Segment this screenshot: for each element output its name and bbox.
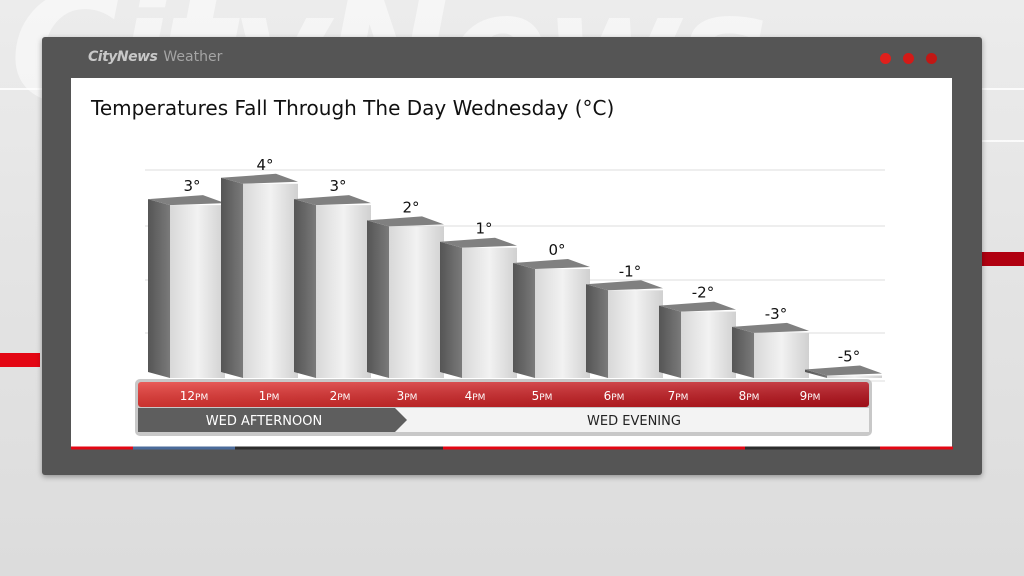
- window-titlebar: CityNews Weather: [42, 37, 982, 78]
- bar: 0°: [513, 241, 590, 378]
- bar-front: [681, 311, 736, 378]
- bar-front: [462, 247, 517, 378]
- x-tick-label: 8PM: [739, 389, 760, 403]
- x-tick-label: 9PM: [800, 389, 821, 403]
- period-arrow-afternoon: [138, 408, 407, 432]
- data-label: 1°: [475, 220, 492, 238]
- bar-top: [805, 365, 882, 376]
- bar-side: [805, 369, 827, 378]
- bar-front: [389, 226, 444, 378]
- brand-section: Weather: [163, 49, 223, 65]
- background-accent-left: [0, 353, 40, 367]
- x-tick-label: 12PM: [180, 389, 208, 403]
- bar: -2°: [659, 284, 736, 378]
- bar-front: [535, 269, 590, 378]
- window-dot-1[interactable]: [880, 53, 891, 64]
- period-label-afternoon: WED AFTERNOON: [206, 414, 322, 429]
- bar-top: [294, 195, 371, 206]
- bar: 2°: [367, 198, 444, 378]
- bar-top: [367, 216, 444, 227]
- data-label: -3°: [765, 305, 787, 323]
- bar-front: [170, 205, 225, 378]
- bar-side: [148, 199, 170, 378]
- data-label: 2°: [402, 198, 419, 216]
- bar: -1°: [586, 262, 663, 378]
- bar-top: [440, 237, 517, 248]
- bar-side: [440, 241, 462, 378]
- data-label: -5°: [838, 348, 860, 366]
- period-label-evening: WED EVENING: [587, 414, 681, 429]
- data-label: 4°: [256, 156, 273, 174]
- bar-front: [243, 183, 298, 378]
- x-tick-label: 2PM: [330, 389, 351, 403]
- bar-series: 3° 4° 3° 2° 1° 0° -1° -2° -3° -5°: [148, 156, 882, 378]
- bar: 3°: [294, 177, 371, 378]
- bar-front: [827, 375, 882, 378]
- bar-side: [586, 284, 608, 378]
- brand-name: CityNews: [88, 49, 158, 65]
- x-tick-label: 6PM: [604, 389, 625, 403]
- bar-side: [732, 326, 754, 378]
- x-tick-label: 3PM: [397, 389, 418, 403]
- bar-top: [586, 280, 663, 291]
- chart-title: Temperatures Fall Through The Day Wednes…: [91, 96, 615, 120]
- bar-top: [659, 301, 736, 312]
- bar-side: [659, 305, 681, 378]
- period-band: WED AFTERNOON WED EVENING: [138, 408, 869, 432]
- brand-logo: CityNews Weather: [88, 49, 222, 65]
- x-tick-label: 7PM: [668, 389, 689, 403]
- bar: -3°: [732, 305, 809, 378]
- bar-top: [221, 173, 298, 184]
- bar: 1°: [440, 220, 517, 378]
- data-label: -2°: [692, 284, 714, 302]
- bar: 3°: [148, 177, 225, 378]
- bar-side: [513, 263, 535, 378]
- bar: 4°: [221, 156, 298, 378]
- x-tick-label: 1PM: [259, 389, 280, 403]
- data-label: 3°: [329, 177, 346, 195]
- axis-band-shade: [138, 382, 869, 407]
- data-label: 3°: [183, 177, 200, 195]
- bar-side: [294, 199, 316, 378]
- bar: -5°: [805, 348, 882, 378]
- window-dot-2[interactable]: [903, 53, 914, 64]
- x-tick-label: 4PM: [465, 389, 486, 403]
- data-label: -1°: [619, 262, 641, 280]
- bar-front: [316, 205, 371, 378]
- data-label: 0°: [548, 241, 565, 259]
- bar-side: [221, 177, 243, 378]
- bar-top: [513, 259, 590, 269]
- x-tick-label: 5PM: [532, 389, 553, 403]
- bar-top: [732, 322, 809, 333]
- bar-top: [148, 195, 225, 206]
- bar-front: [608, 290, 663, 378]
- window-dot-3[interactable]: [926, 53, 937, 64]
- background-accent-right: [982, 252, 1024, 266]
- bar-front: [754, 332, 809, 378]
- bar-side: [367, 220, 389, 378]
